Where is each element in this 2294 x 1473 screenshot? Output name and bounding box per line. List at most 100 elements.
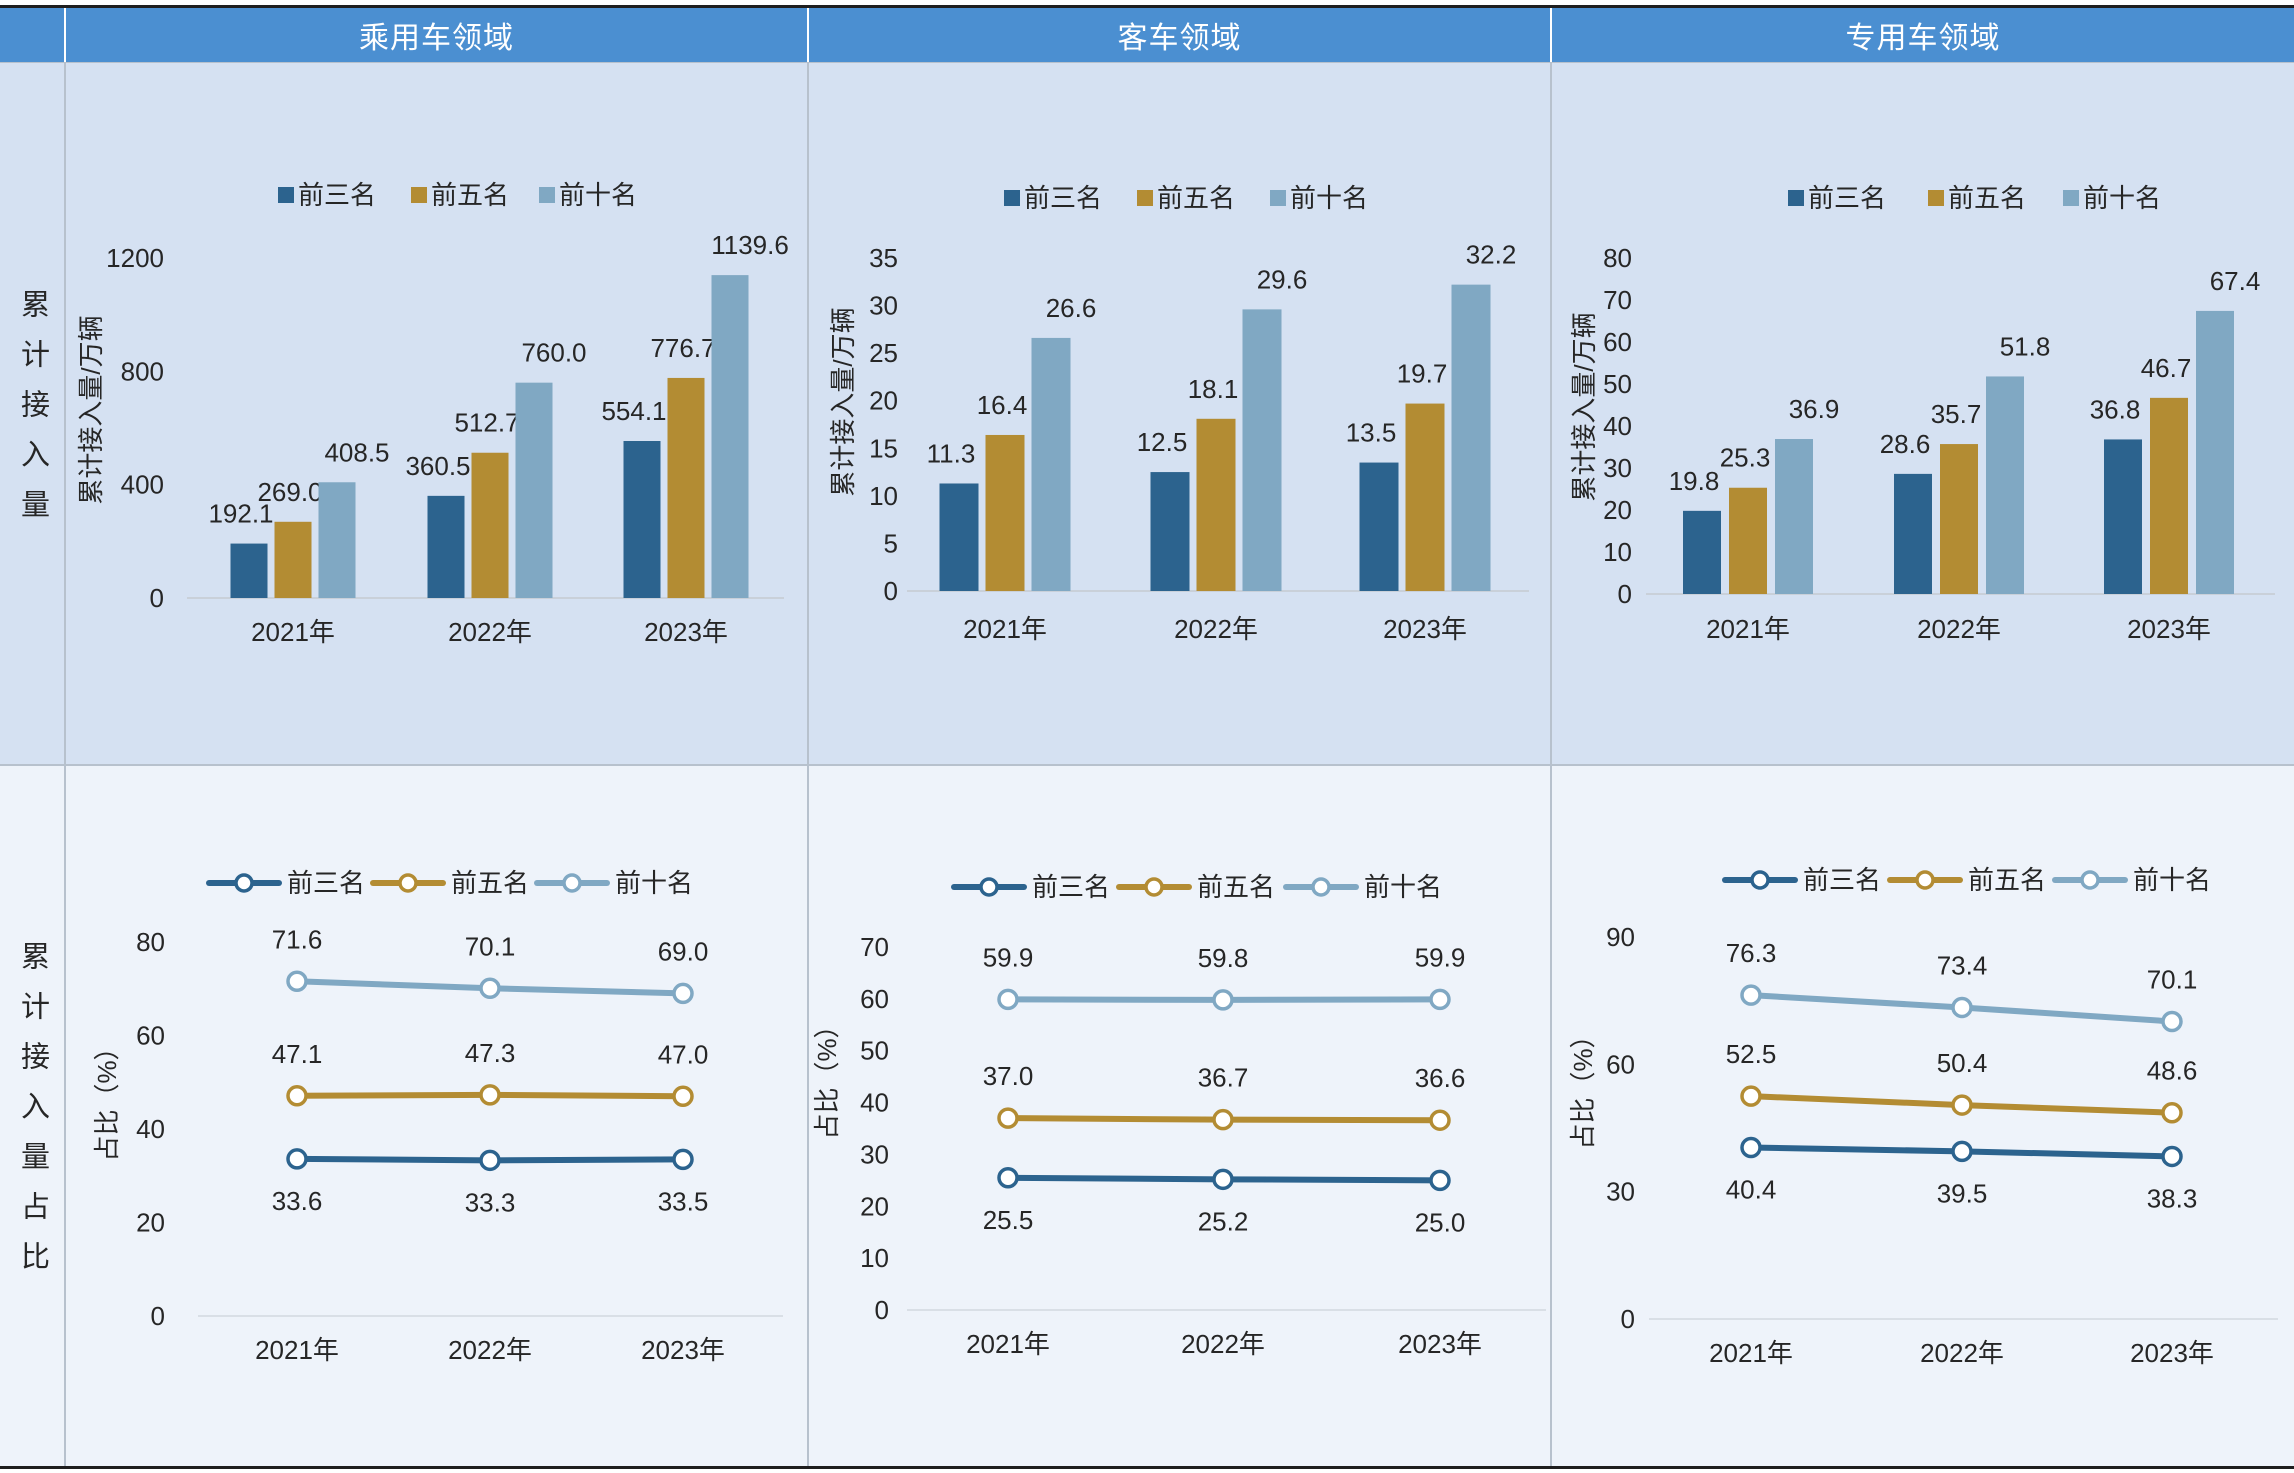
data-label-top10-2021: 408.5 bbox=[324, 437, 389, 467]
y-tick-label: 1200 bbox=[106, 243, 164, 273]
y-axis-title: 占比（%） bbox=[1568, 1022, 1598, 1149]
point-top10-2022 bbox=[1212, 989, 1234, 1011]
point-top10-2023 bbox=[672, 982, 694, 1005]
legend-swatch bbox=[1788, 190, 1804, 206]
y-tick-label: 400 bbox=[121, 470, 164, 500]
legend-item-top3: 前三名 bbox=[206, 868, 365, 898]
data-label-top5-2022: 36.7 bbox=[1198, 1063, 1249, 1093]
bar-top5-2021 bbox=[985, 434, 1025, 591]
point-top3-2022 bbox=[1951, 1140, 1973, 1163]
data-label-top10-2023: 1139.6 bbox=[711, 230, 789, 260]
panel-bus-access: 0 5 10 15 20 25 30 35 累计接入量/万辆 2021年 2022年 2023年 前三名… bbox=[809, 63, 1550, 764]
line-chart-passenger-car: 0 20 40 60 80 占比（%） 2021年 2022年 2023年 前三名 前五名 前十名 33… bbox=[92, 868, 783, 1365]
x-tick-label: 2023年 bbox=[1398, 1329, 1482, 1359]
data-label-top5-2022: 47.3 bbox=[465, 1038, 516, 1068]
bar-top10-2023 bbox=[711, 275, 749, 598]
point-top3-2023 bbox=[672, 1148, 694, 1171]
y-tick-label: 40 bbox=[1603, 411, 1632, 441]
legend-item-top3: 前三名 bbox=[1722, 865, 1881, 895]
bar-chart-passenger-car: 0 400 800 1200 累计接入量/万辆 2021年 2022年 2023年 前三名 前五名… bbox=[76, 180, 789, 647]
point-top3-2023 bbox=[2161, 1145, 2183, 1168]
bar-top3-2023 bbox=[2104, 439, 2142, 594]
line-chart-special-vehicle: 0 30 60 90 占比（%） 2021年 2022年 2023年 前三名 前五名 前十名 40.4… bbox=[1568, 865, 2278, 1368]
line-chart-bus: 0 10 20 30 40 50 60 70 占比（%） 2021年 2022年 2023年 前三名 前五… bbox=[812, 872, 1546, 1359]
legend-label: 前三名 bbox=[1032, 872, 1110, 902]
point-top5-2021 bbox=[997, 1107, 1019, 1129]
point-top10-2023 bbox=[2161, 1010, 2183, 1033]
y-axis-title: 占比（%） bbox=[812, 1012, 842, 1139]
legend-item-top10: 前十名 bbox=[1283, 872, 1442, 902]
legend-item-top5: 前五名 bbox=[1116, 872, 1275, 902]
y-tick-label: 5 bbox=[884, 528, 898, 558]
bar-top10-2022 bbox=[515, 382, 553, 598]
y-tick-label: 40 bbox=[860, 1088, 889, 1118]
data-label-top3-2022: 39.5 bbox=[1937, 1178, 1988, 1208]
point-top5-2021 bbox=[286, 1085, 308, 1107]
y-tick-label: 20 bbox=[860, 1191, 889, 1221]
data-label-top5-2022: 512.7 bbox=[454, 408, 519, 438]
legend-item-top5: 前五名 bbox=[1928, 183, 2026, 213]
legend-label: 前五名 bbox=[1197, 872, 1275, 902]
bar-top5-2021 bbox=[1729, 487, 1767, 594]
row-label-cell-access: 累计接入量 bbox=[0, 63, 64, 764]
data-label-top5-2022: 35.7 bbox=[1931, 399, 1982, 429]
legend-swatch bbox=[539, 187, 555, 203]
bar-top5-2022 bbox=[471, 452, 509, 598]
y-axis-title: 累计接入量/万辆 bbox=[1569, 312, 1599, 501]
x-tick-label: 2022年 bbox=[1174, 614, 1258, 644]
data-label-top5-2023: 46.7 bbox=[2141, 353, 2192, 383]
y-tick-label: 50 bbox=[1603, 369, 1632, 399]
header-special-vehicle: 专用车领域 bbox=[1552, 8, 2294, 62]
x-tick-label: 2021年 bbox=[966, 1329, 1050, 1359]
data-label-top10-2022: 70.1 bbox=[465, 931, 516, 961]
y-tick-label: 10 bbox=[1603, 537, 1632, 567]
y-tick-label: 60 bbox=[1606, 1049, 1635, 1079]
panel-special-vehicle-access: 0 10 20 30 40 50 60 70 80 累计接入量/万辆 2021年 2022年 2023年… bbox=[1552, 63, 2294, 764]
point-top3-2021 bbox=[286, 1148, 308, 1170]
data-label-top5-2021: 52.5 bbox=[1726, 1039, 1777, 1069]
data-label-top3-2021: 19.8 bbox=[1669, 466, 1720, 496]
y-tick-label: 60 bbox=[1603, 327, 1632, 357]
data-label-top10-2023: 69.0 bbox=[658, 936, 709, 966]
data-label-top3-2022: 360.5 bbox=[405, 451, 470, 481]
legend-swatch bbox=[411, 187, 427, 203]
legend-item-top3: 前三名 bbox=[951, 872, 1110, 902]
bar-top5-2021 bbox=[274, 521, 312, 598]
legend-swatch bbox=[1270, 190, 1286, 206]
data-label-top3-2023: 25.0 bbox=[1415, 1207, 1466, 1237]
legend-item-top10: 前十名 bbox=[2052, 865, 2211, 895]
legend-label: 前十名 bbox=[2083, 183, 2161, 213]
data-label-top10-2023: 70.1 bbox=[2147, 964, 2198, 994]
point-top5-2023 bbox=[672, 1085, 694, 1108]
y-tick-label: 20 bbox=[869, 386, 898, 416]
x-tick-label: 2021年 bbox=[1706, 614, 1790, 644]
legend-swatch bbox=[1928, 190, 1944, 206]
legend-label: 前三名 bbox=[1803, 865, 1881, 895]
data-label-top3-2022: 28.6 bbox=[1880, 429, 1931, 459]
x-tick-label: 2023年 bbox=[644, 617, 728, 647]
bar-top10-2022 bbox=[1242, 309, 1282, 591]
x-tick-label: 2023年 bbox=[641, 1335, 725, 1365]
y-tick-label: 30 bbox=[1606, 1177, 1635, 1207]
point-top3-2022 bbox=[479, 1149, 501, 1172]
x-tick-label: 2022年 bbox=[1181, 1329, 1265, 1359]
data-label-top5-2021: 16.4 bbox=[977, 390, 1028, 420]
point-top10-2021 bbox=[997, 988, 1019, 1011]
x-tick-label: 2021年 bbox=[251, 617, 335, 647]
bottom-rule bbox=[0, 1466, 2294, 1469]
data-label-top3-2022: 25.2 bbox=[1198, 1206, 1249, 1236]
panel-bus-share: 0 10 20 30 40 50 60 70 占比（%） 2021年 2022年 2023年 前三名 前五… bbox=[809, 766, 1550, 1466]
y-tick-label: 0 bbox=[150, 583, 164, 613]
point-top5-2022 bbox=[479, 1084, 501, 1106]
data-label-top10-2022: 73.4 bbox=[1937, 950, 1988, 980]
point-top10-2022 bbox=[1951, 996, 1973, 1019]
y-tick-label: 30 bbox=[869, 291, 898, 321]
data-label-top3-2023: 38.3 bbox=[2147, 1183, 2198, 1213]
data-label-top5-2021: 47.1 bbox=[272, 1039, 323, 1069]
x-tick-label: 2023年 bbox=[2130, 1338, 2214, 1368]
point-top3-2021 bbox=[997, 1167, 1019, 1189]
legend-marker bbox=[1750, 870, 1770, 890]
data-label-top10-2022: 51.8 bbox=[2000, 331, 2051, 361]
point-top5-2021 bbox=[1740, 1085, 1762, 1107]
bar-top3-2021 bbox=[1683, 510, 1721, 594]
